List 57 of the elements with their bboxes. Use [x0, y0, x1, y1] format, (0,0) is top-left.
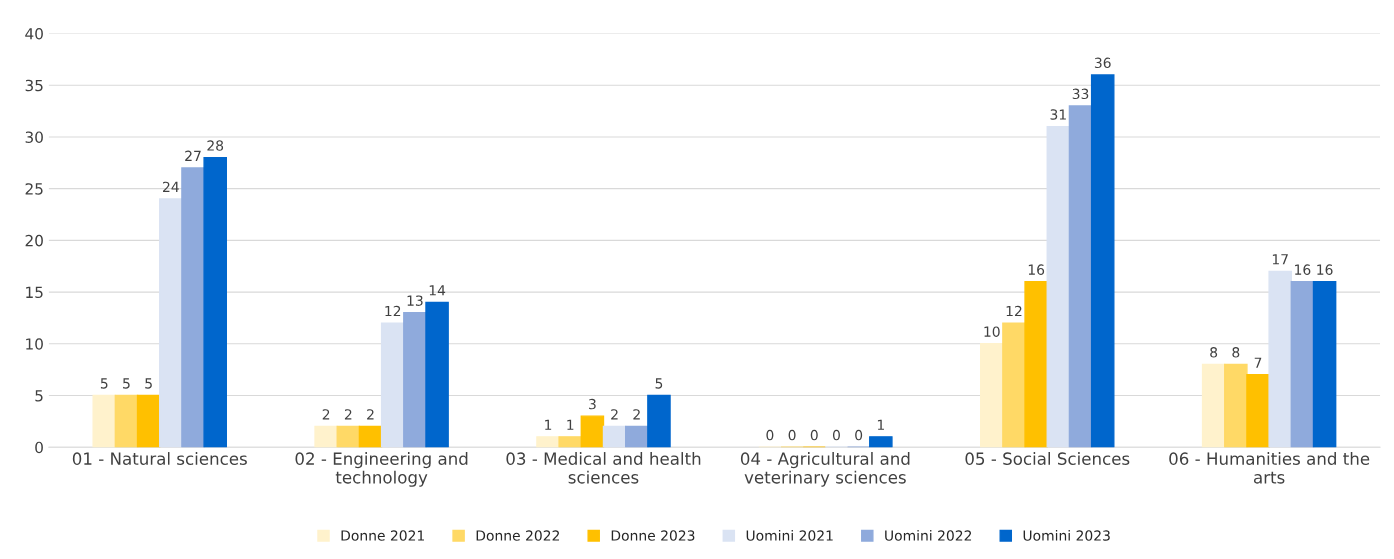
data-label: 5: [145, 378, 152, 389]
data-label: 8: [1210, 347, 1218, 358]
legend-label: Donne 2022: [476, 530, 559, 541]
data-label: 5: [100, 378, 108, 389]
y-tick-label: 25: [25, 183, 43, 195]
x-tick-label: 03 - Medical and health sciences: [506, 452, 701, 484]
data-label: 1: [877, 419, 884, 430]
data-label: 7: [1254, 357, 1262, 368]
data-label: 16: [1028, 264, 1045, 275]
data-label: 0: [788, 429, 796, 441]
y-tick-label: 20: [25, 234, 43, 247]
data-label: 36: [1094, 57, 1111, 69]
data-label: 1: [545, 419, 552, 430]
data-label: 10: [984, 326, 1000, 337]
y-tick-label: 0: [35, 441, 43, 454]
y-tick-label: 15: [26, 286, 43, 299]
data-label: 16: [1317, 264, 1333, 275]
data-label: 12: [385, 305, 401, 317]
data-label: 0: [766, 429, 774, 441]
data-label: 14: [429, 285, 446, 296]
data-label: 27: [185, 150, 201, 161]
x-tick-label: 04 - Agricultural and veterinary sciences: [740, 452, 910, 487]
legend-label: Uomini 2023: [1023, 530, 1110, 541]
data-label: 13: [407, 295, 423, 306]
data-label: 2: [322, 409, 330, 420]
y-tick-label: 30: [25, 131, 43, 143]
legend-label: Donne 2021: [341, 530, 424, 541]
data-label: 2: [344, 409, 352, 420]
data-label: 31: [1050, 109, 1066, 120]
data-label: 0: [810, 429, 818, 441]
data-label: 0: [832, 429, 840, 441]
y-tick-label: 35: [25, 79, 43, 92]
data-label: 3: [589, 398, 596, 410]
x-tick-label: 01 - Natural sciences: [72, 452, 247, 465]
data-label: 2: [367, 409, 374, 420]
data-label: 28: [207, 140, 224, 151]
y-tick-label: 40: [25, 28, 43, 40]
data-label: 5: [123, 378, 130, 389]
data-label: 5: [655, 378, 663, 389]
x-tick-label: 05 - Social Sciences: [965, 452, 1130, 465]
data-label: 12: [1006, 305, 1022, 317]
data-label: 24: [163, 181, 179, 192]
data-label: 0: [855, 429, 863, 441]
data-label: 33: [1072, 88, 1089, 100]
data-label: 16: [1295, 264, 1311, 275]
legend-label: Donne 2023: [611, 530, 695, 541]
data-label: 17: [1272, 254, 1288, 265]
legend-label: Uomini 2021: [746, 530, 833, 541]
legend-label: Uomini 2022: [885, 530, 972, 541]
data-label: 1: [567, 419, 574, 430]
y-tick-label: 10: [26, 338, 43, 350]
y-tick-label: 5: [35, 390, 43, 402]
x-tick-label: 02 - Engineering and technology: [295, 452, 468, 487]
data-label: 2: [611, 409, 618, 420]
data-label: 2: [633, 409, 640, 420]
data-label: 8: [1232, 347, 1240, 358]
x-tick-label: 06 - Humanities and the arts: [1169, 452, 1370, 484]
